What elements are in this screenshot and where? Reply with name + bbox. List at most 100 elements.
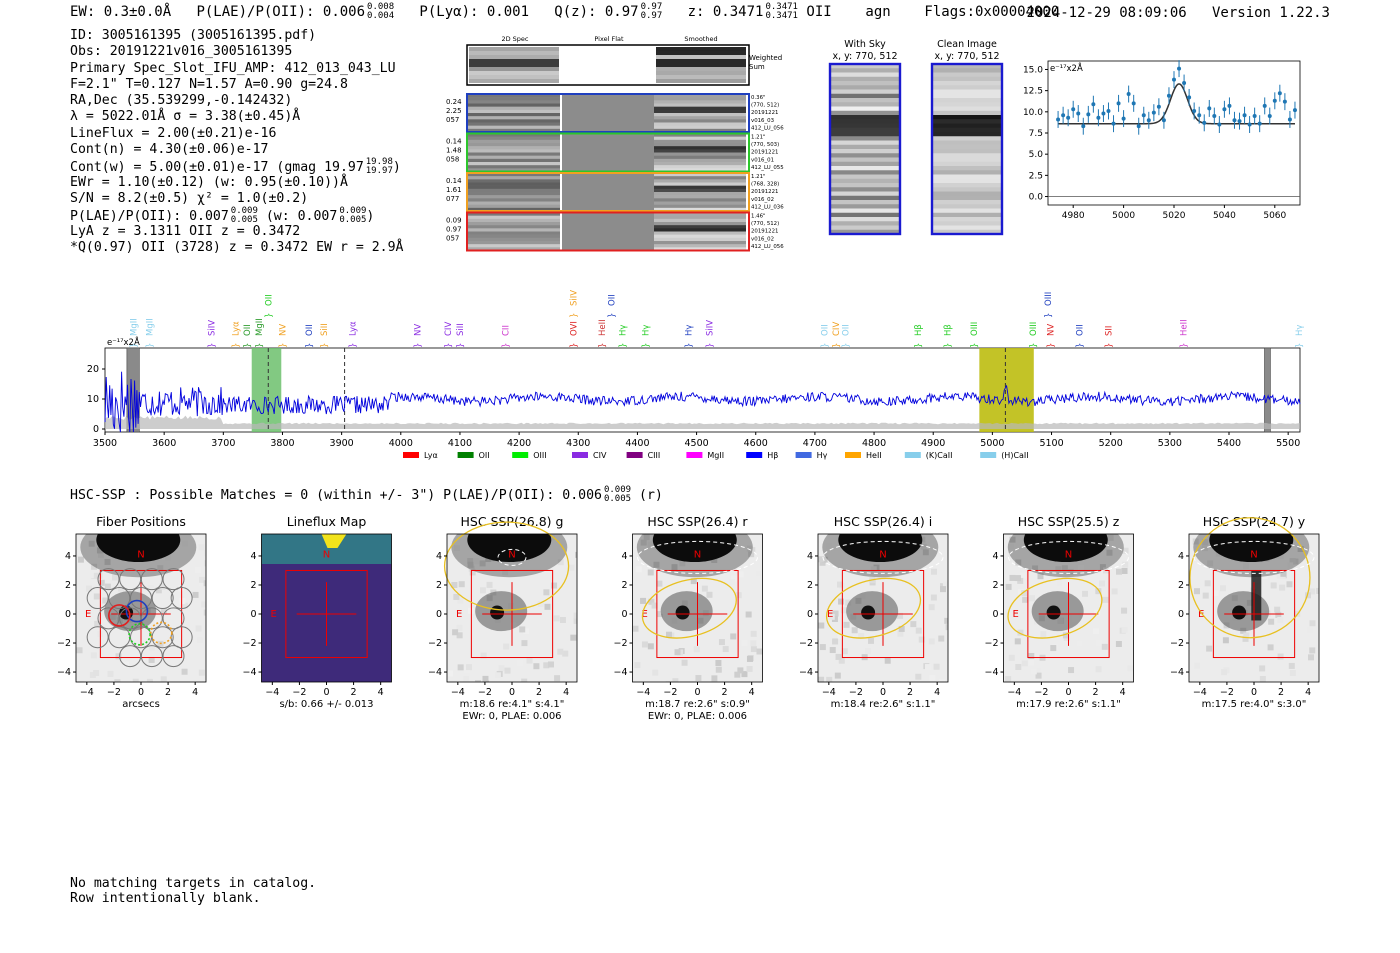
bright-neighbor-blob: [652, 534, 737, 562]
hsc-noise-pixel: [1121, 626, 1128, 633]
target-galaxy-core: [861, 605, 876, 620]
spectrum-line-label: Hβ: [914, 324, 924, 336]
hsc-noise-pixel: [165, 554, 172, 561]
sky-image-row: [830, 119, 900, 124]
hsc-noise-pixel: [648, 598, 655, 605]
weighted-sum-band: [656, 63, 746, 67]
spectrum-line-label: SiIV: [208, 320, 218, 336]
spectrum-stamp-band: [654, 198, 746, 202]
hsc-noise-pixel: [93, 669, 100, 676]
hsc-noise-pixel: [1127, 665, 1134, 672]
hsc-noise-pixel: [750, 630, 757, 637]
hsc-noise-pixel: [575, 551, 577, 558]
sky-image-row: [830, 208, 900, 214]
hsc-noise-pixel: [821, 556, 828, 563]
hsc-noise-pixel: [1276, 572, 1283, 579]
hsc-noise-pixel: [1032, 565, 1039, 572]
hsc-noise-pixel: [884, 657, 891, 664]
sky-panel-subtitle: x, y: 770, 512: [832, 51, 897, 62]
fiber-circle: [170, 587, 193, 610]
hsc-noise-pixel: [1288, 662, 1295, 669]
hsc-noise-pixel: [526, 657, 533, 664]
hsc-x-tick-label: −4: [451, 687, 465, 698]
fit-data-point: [1202, 120, 1207, 125]
spectrum-line-label: Lyα: [348, 321, 358, 336]
hsc-x-tick-label: 0: [694, 687, 700, 698]
spectrum-x-tick-label: 4000: [389, 438, 413, 449]
pixel-flat-stamp: [562, 94, 654, 132]
fiber-circle: [97, 607, 120, 630]
hsc-noise-pixel: [1062, 632, 1069, 639]
hsc-noise-pixel: [1121, 607, 1128, 614]
spectrum-line-brace: }: [619, 343, 629, 348]
hsc-noise-pixel: [656, 611, 663, 618]
hsc-noise-pixel: [475, 680, 482, 682]
weighted-sum-band: [469, 51, 559, 55]
weighted-sum-band: [469, 63, 559, 67]
hsc-x-tick-label: 0: [1251, 687, 1257, 698]
spectrum-y-tick-label: 0: [93, 424, 99, 435]
hsc-x-tick-label: 2: [1093, 687, 1099, 698]
info-contw-range: 19.98 19.97: [366, 158, 393, 176]
hsc-noise-pixel: [1095, 666, 1102, 673]
spectrum-legend-label: OIII: [533, 451, 546, 460]
hsc-noise-pixel: [868, 637, 875, 644]
hsc-x-tick-label: 4: [934, 687, 940, 698]
spectrum-legend-swatch: [572, 452, 588, 458]
hsc-noise-pixel: [748, 551, 755, 558]
fiber-row-meta: v016_02: [751, 236, 774, 242]
spectrum-line-brace: }: [305, 343, 315, 348]
bright-neighbor-blob: [838, 534, 923, 562]
fiber-row-stat: 057: [446, 235, 459, 243]
hsc-noise-pixel: [897, 630, 904, 637]
fiber-row-meta: 20191221: [751, 229, 778, 235]
hsc-noise-pixel: [635, 566, 642, 573]
hsc-panel-caption: arcsecs: [122, 699, 160, 710]
sky-image-row: [932, 68, 1002, 73]
hsc-noise-pixel: [735, 592, 742, 599]
hsc-noise-pixel: [1204, 580, 1211, 587]
hsc-y-tick-label: 4: [250, 551, 256, 562]
bright-neighbor-blob: [1023, 534, 1108, 562]
full-spectrum-svg: 3500 3600 3700 3800 3900 4000 4100 4200 4300 4400…: [87, 290, 1305, 460]
hsc-summary-range: 0.009 0.005: [604, 486, 631, 504]
fit-y-tick-label: 7.5: [1029, 129, 1043, 139]
sky-image-row: [830, 132, 900, 137]
hsc-noise-pixel: [114, 679, 121, 682]
spectrum-line-label: OII: [820, 324, 830, 336]
sky-image-row: [932, 195, 1002, 201]
sky-image-row: [932, 208, 1002, 214]
hsc-noise-pixel: [1259, 665, 1266, 672]
hsc-noise-pixel: [834, 672, 841, 679]
hsc-noise-pixel: [181, 668, 188, 675]
info-lambda: λ = 5022.01Å σ = 3.38(±0.45)Å: [70, 109, 301, 125]
hsc-noise-pixel: [1061, 565, 1068, 572]
hsc-panel-caption: s/b: 0.66 +/- 0.013: [279, 699, 373, 710]
spectrum-stamp-band: [468, 128, 560, 133]
sky-image-row: [830, 191, 900, 197]
hsc-noise-pixel: [1028, 653, 1035, 660]
spectrum-line-brace: }: [1180, 343, 1190, 348]
fit-data-point: [1146, 118, 1151, 123]
fit-data-point: [1242, 113, 1247, 118]
hsc-noise-pixel: [1309, 620, 1316, 627]
hsc-noise-pixel: [1280, 570, 1287, 577]
sky-image-row: [830, 85, 900, 90]
spectrum-stamp-band: [468, 222, 560, 226]
bright-neighbor-blob: [467, 534, 552, 562]
spectrum-line-brace: }: [413, 343, 423, 348]
info-radec: RA,Dec (35.539299,-0.142432): [70, 93, 293, 109]
hsc-noise-pixel: [826, 543, 833, 550]
hsc-noise-pixel: [1212, 590, 1219, 597]
hsc-noise-pixel: [1021, 590, 1028, 597]
hsc-noise-pixel: [115, 653, 122, 660]
east-marker: E: [642, 609, 648, 620]
hsc-noise-pixel: [204, 560, 206, 567]
fit-x-tick-label: 5020: [1163, 211, 1186, 221]
hsc-noise-pixel: [573, 617, 577, 624]
hsc-noise-pixel: [547, 661, 554, 668]
sky-image-row: [830, 157, 900, 163]
info-params: F=2.1" T=0.127 N=1.57 A=0.90 g=24.8: [70, 76, 348, 92]
fit-data-point: [1141, 113, 1146, 118]
weighted-sum-band: [469, 79, 559, 83]
